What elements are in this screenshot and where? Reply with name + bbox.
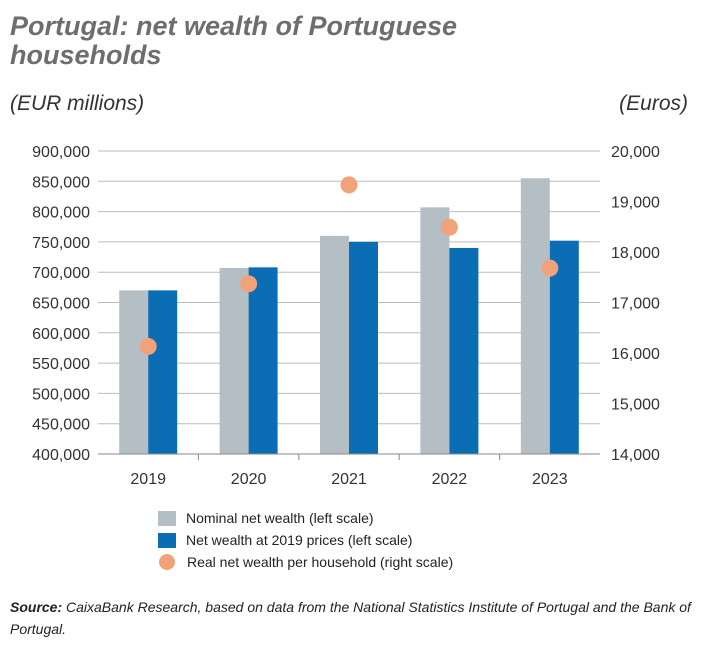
right-tick-label: 14,000 bbox=[611, 447, 660, 464]
left-tick-label: 800,000 bbox=[32, 205, 90, 222]
legend-label-2019-prices: Net wealth at 2019 prices (left scale) bbox=[186, 532, 413, 548]
source-text: CaixaBank Research, based on data from t… bbox=[10, 599, 691, 637]
right-tick-label: 18,000 bbox=[611, 245, 660, 262]
left-tick-label: 600,000 bbox=[32, 326, 90, 343]
left-tick-label: 900,000 bbox=[32, 144, 90, 161]
bar-2019-prices bbox=[248, 267, 278, 454]
left-tick-label: 500,000 bbox=[32, 386, 90, 403]
legend-item-nominal: Nominal net wealth (left scale) bbox=[158, 507, 453, 529]
legend-swatch-2019-prices bbox=[158, 532, 176, 548]
source-note: Source: CaixaBank Research, based on dat… bbox=[10, 596, 710, 640]
source-label: Source: bbox=[10, 599, 63, 615]
x-tick-label: 2022 bbox=[432, 471, 468, 488]
chart-title: Portugal: net wealth of Portuguese house… bbox=[10, 11, 458, 70]
point-per-household bbox=[340, 176, 358, 194]
legend-item-2019-prices: Net wealth at 2019 prices (left scale) bbox=[158, 529, 453, 551]
legend-swatch-per-household bbox=[159, 554, 175, 570]
left-tick-label: 700,000 bbox=[32, 265, 90, 282]
point-per-household bbox=[440, 218, 458, 236]
bar-nominal bbox=[119, 290, 149, 454]
bar-nominal bbox=[420, 207, 450, 454]
x-tick-label: 2019 bbox=[130, 471, 166, 488]
right-tick-label: 15,000 bbox=[611, 397, 660, 414]
right-tick-label: 17,000 bbox=[611, 296, 660, 313]
x-tick-label: 2021 bbox=[331, 471, 367, 488]
x-tick-label: 2020 bbox=[231, 471, 267, 488]
bar-nominal bbox=[219, 267, 249, 454]
bar-2019-prices bbox=[349, 241, 378, 454]
point-per-household bbox=[240, 275, 258, 293]
left-tick-label: 450,000 bbox=[32, 417, 90, 434]
point-per-household bbox=[541, 259, 559, 277]
legend-swatch-nominal bbox=[158, 510, 176, 526]
legend: Nominal net wealth (left scale) Net weal… bbox=[158, 507, 453, 573]
left-tick-label: 650,000 bbox=[32, 296, 90, 313]
right-tick-label: 19,000 bbox=[611, 195, 660, 212]
right-tick-label: 20,000 bbox=[611, 144, 660, 161]
legend-label-nominal: Nominal net wealth (left scale) bbox=[186, 510, 374, 526]
legend-item-per-household: Real net wealth per household (right sca… bbox=[158, 551, 453, 573]
left-axis-unit: (EUR millions) bbox=[10, 92, 145, 115]
left-tick-label: 850,000 bbox=[32, 174, 90, 191]
bar-2019-prices bbox=[549, 240, 579, 454]
right-axis-unit: (Euros) bbox=[619, 92, 688, 115]
net-wealth-chart: 400,000 450,000 500,000 550,000 600,000 650,0… bbox=[32, 144, 660, 488]
bar-2019-prices bbox=[449, 247, 479, 454]
point-per-household bbox=[139, 337, 157, 355]
bar-nominal bbox=[320, 235, 349, 454]
legend-label-per-household: Real net wealth per household (right sca… bbox=[187, 554, 454, 570]
right-tick-label: 16,000 bbox=[611, 346, 660, 363]
bar-nominal bbox=[520, 178, 550, 454]
bar-2019-prices bbox=[148, 290, 178, 454]
x-tick-label: 2023 bbox=[532, 471, 568, 488]
left-tick-label: 400,000 bbox=[32, 447, 90, 464]
left-tick-label: 550,000 bbox=[32, 356, 90, 373]
left-tick-label: 750,000 bbox=[32, 235, 90, 252]
